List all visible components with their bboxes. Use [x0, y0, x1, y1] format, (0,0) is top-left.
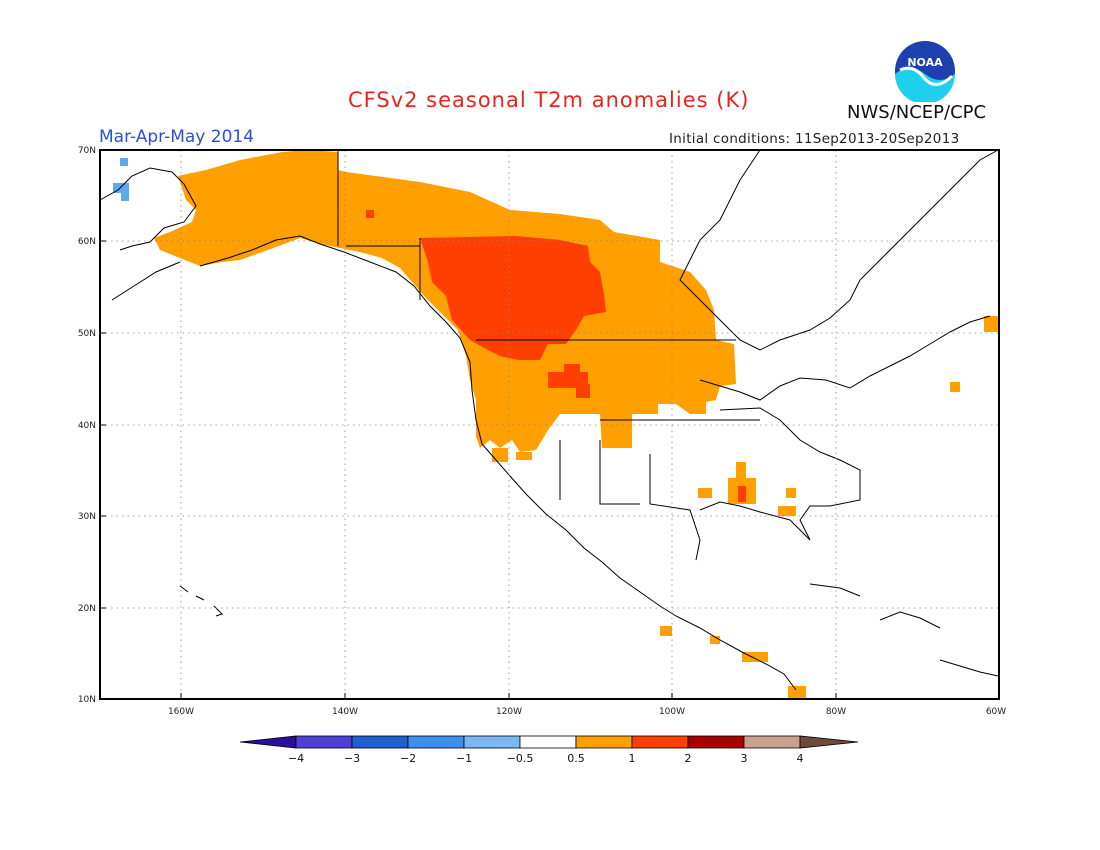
lat-label: 20N — [78, 604, 96, 614]
anomaly-shading — [113, 150, 998, 700]
tick-marks — [100, 240, 837, 699]
colorbar-segment — [631, 735, 689, 749]
colorbar-segment — [687, 735, 745, 749]
lon-label: 80W — [826, 707, 846, 717]
colorbar-label: −0.5 — [507, 752, 534, 765]
forecast-period: Mar-Apr-May 2014 — [99, 127, 255, 147]
colorbar-label: −2 — [400, 752, 416, 765]
lon-label: 140W — [332, 707, 358, 717]
organization-label: NWS/NCEP/CPC — [847, 102, 987, 123]
colorbar-label: 0.5 — [567, 752, 585, 765]
lat-label: 30N — [78, 512, 96, 522]
lon-label: 60W — [986, 707, 1006, 717]
colorbar-segment — [295, 735, 353, 749]
latitude-labels: 70N 60N 50N 40N 30N 20N 10N — [78, 146, 96, 705]
lon-label: 100W — [659, 707, 685, 717]
colorbar-segment — [463, 735, 521, 749]
graticule — [100, 150, 999, 699]
colorbar-label: 4 — [797, 752, 804, 765]
lat-label: 70N — [78, 146, 96, 156]
initial-conditions: Initial conditions: 11Sep2013-20Sep2013 — [669, 131, 960, 147]
colorbar-label: −4 — [288, 752, 304, 765]
colorbar: −4 −3 −2 −1 −0.5 0.5 1 2 3 4 — [239, 735, 859, 765]
map-title: CFSv2 seasonal T2m anomalies (K) — [348, 88, 750, 112]
colorbar-segment — [407, 735, 465, 749]
noaa-logo-icon: NOAA — [895, 41, 955, 102]
lat-label: 60N — [78, 237, 96, 247]
lat-label: 10N — [78, 695, 96, 705]
colorbar-segment — [519, 735, 577, 749]
coastlines — [99, 149, 999, 691]
lat-label: 50N — [78, 329, 96, 339]
logo-text: NOAA — [907, 56, 943, 69]
colorbar-arrow-low — [239, 735, 297, 749]
colorbar-label: 1 — [629, 752, 636, 765]
colorbar-label: 3 — [741, 752, 748, 765]
lon-label: 160W — [168, 707, 194, 717]
colorbar-arrow-high — [799, 735, 859, 749]
colorbar-label: −3 — [344, 752, 360, 765]
colorbar-label: −1 — [456, 752, 472, 765]
colorbar-segment — [743, 735, 801, 749]
colorbar-segment — [575, 735, 633, 749]
colorbar-segment — [351, 735, 409, 749]
colorbar-label: 2 — [685, 752, 692, 765]
longitude-labels: 160W 140W 120W 100W 80W 60W — [168, 707, 1006, 717]
lat-label: 40N — [78, 421, 96, 431]
lon-label: 120W — [496, 707, 522, 717]
